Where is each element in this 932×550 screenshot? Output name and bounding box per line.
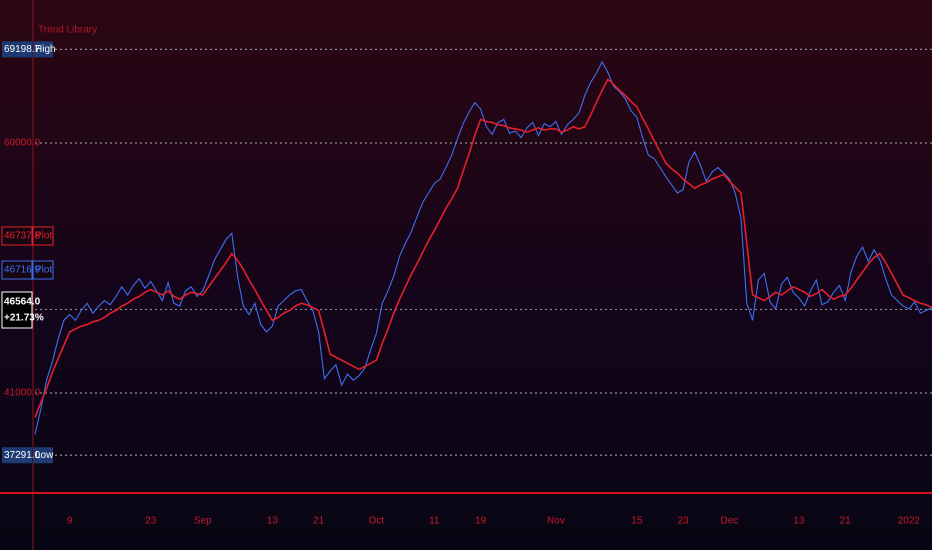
plot-value-box: [1, 260, 33, 280]
price-change: +21.73%: [4, 313, 44, 324]
x-tick-label: 23: [145, 516, 157, 527]
x-tick-label: Oct: [369, 516, 385, 527]
x-tick-label: 11: [429, 516, 440, 527]
x-tick-label: 15: [631, 516, 643, 527]
last-price-box: [1, 291, 33, 329]
level-value: 37291.0: [4, 450, 41, 461]
level-name-box: [33, 447, 53, 464]
level-box: [2, 41, 32, 58]
plot-name-box: [32, 226, 54, 246]
x-tick-label: 13: [793, 516, 805, 527]
last-price: 46564.0: [4, 297, 41, 308]
series-line: [34, 60, 932, 435]
x-tick-label: 23: [678, 516, 690, 527]
level-value: 69198.7: [4, 44, 41, 55]
legend-entry: Plot: [35, 265, 52, 276]
plot-value: 46737.8: [4, 231, 41, 242]
plot-value: 46716.9: [4, 265, 41, 276]
x-tick-label: 2022: [898, 516, 921, 527]
level-name-box: [33, 41, 53, 58]
chart-title: Trend Library: [38, 25, 97, 36]
x-tick-label: 21: [840, 516, 852, 527]
legend-entry: Plot: [35, 231, 52, 242]
series-line: [34, 78, 932, 418]
level-name: Low: [35, 450, 54, 461]
x-tick-label: Nov: [547, 516, 565, 527]
x-tick-label: 19: [475, 516, 487, 527]
level-name: High: [35, 44, 56, 55]
x-tick-label: 9: [67, 516, 73, 527]
y-tick-label: 41000.0: [4, 388, 41, 399]
x-tick-label: Dec: [721, 516, 739, 527]
level-box: [2, 447, 32, 464]
plot-name-box: [32, 260, 54, 280]
x-tick-label: Sep: [194, 516, 212, 527]
plot-value-box: [1, 226, 33, 246]
x-tick-label: 21: [313, 516, 325, 527]
y-tick-label: 60000.0: [4, 138, 41, 149]
x-tick-label: 13: [267, 516, 279, 527]
